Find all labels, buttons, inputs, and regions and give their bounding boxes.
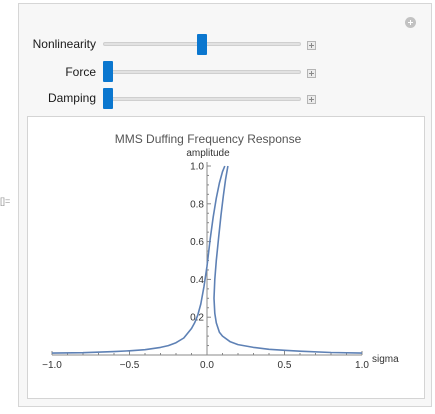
x-axis-label: sigma [372, 354, 399, 365]
nonlinearity-slider-thumb[interactable] [197, 34, 207, 55]
force-label: Force [65, 65, 96, 79]
plus-circle-icon[interactable] [405, 17, 416, 28]
force-slider-thumb[interactable] [103, 61, 113, 82]
x-tick-label: −1.0 [42, 360, 62, 371]
y-tick-label: 1.0 [190, 162, 204, 173]
chart-title: MMS Duffing Frequency Response [115, 132, 302, 146]
x-tick-label: −0.5 [120, 360, 140, 371]
force-expand-icon[interactable] [307, 69, 316, 78]
x-tick-label: 0.0 [200, 360, 214, 371]
y-axis-label: amplitude [186, 148, 230, 159]
y-tick-label: 0.8 [190, 199, 204, 210]
y-tick-label: 0.4 [190, 275, 204, 286]
output-cell-label: []= [0, 196, 11, 206]
nonlinearity-expand-icon[interactable] [307, 41, 316, 50]
response-curve-branch-1 [51, 165, 226, 354]
damping-expand-icon[interactable] [307, 95, 316, 104]
response-curve-branch-2 [213, 165, 363, 354]
damping-label: Damping [47, 91, 96, 105]
damping-slider-thumb[interactable] [103, 88, 113, 109]
y-tick-label: 0.6 [190, 237, 204, 248]
nonlinearity-label: Nonlinearity [32, 37, 96, 51]
x-tick-label: 0.5 [278, 360, 292, 371]
x-tick-label: 1.0 [355, 360, 369, 371]
